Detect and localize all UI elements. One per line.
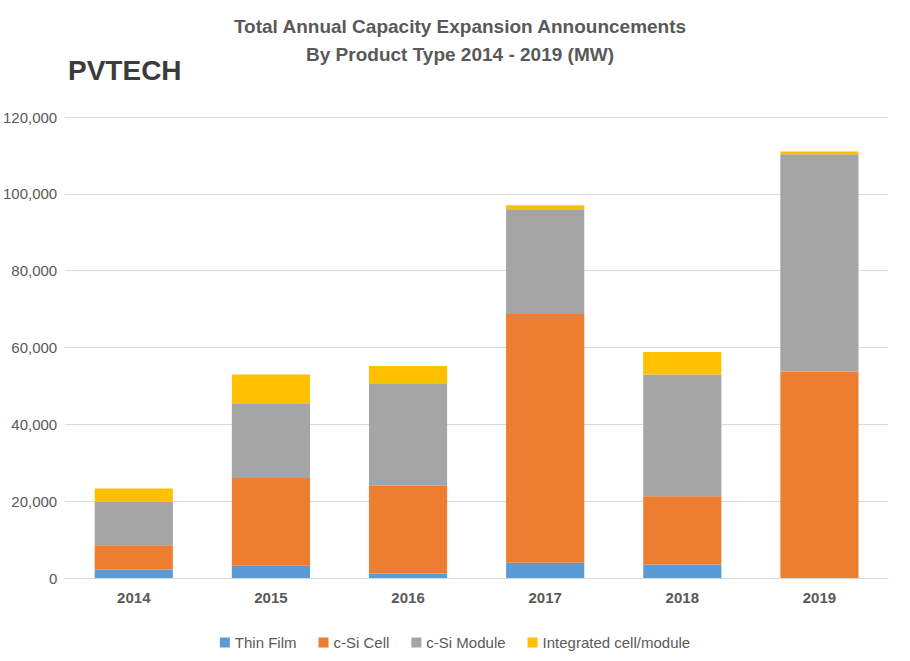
svg-text:PVTECH: PVTECH [68,55,182,86]
svg-text:20,000: 20,000 [11,493,57,510]
svg-text:120,000: 120,000 [3,109,57,126]
svg-text:2018: 2018 [666,589,699,606]
svg-text:Thin Film: Thin Film [235,634,297,651]
svg-text:Total Annual Capacity Expansio: Total Annual Capacity Expansion Announce… [234,16,686,37]
svg-text:c-Si Module: c-Si Module [426,634,505,651]
svg-text:2015: 2015 [254,589,287,606]
svg-text:100,000: 100,000 [3,185,57,202]
svg-text:0: 0 [49,570,57,587]
svg-text:60,000: 60,000 [11,339,57,356]
svg-text:2017: 2017 [528,589,561,606]
svg-text:By Product Type 2014 - 2019 (M: By Product Type 2014 - 2019 (MW) [306,44,614,65]
svg-text:40,000: 40,000 [11,416,57,433]
svg-text:80,000: 80,000 [11,262,57,279]
svg-text:2016: 2016 [391,589,424,606]
svg-text:Integrated cell/module: Integrated cell/module [543,634,691,651]
svg-text:2014: 2014 [117,589,151,606]
svg-text:2019: 2019 [803,589,836,606]
svg-text:c-Si Cell: c-Si Cell [334,634,390,651]
